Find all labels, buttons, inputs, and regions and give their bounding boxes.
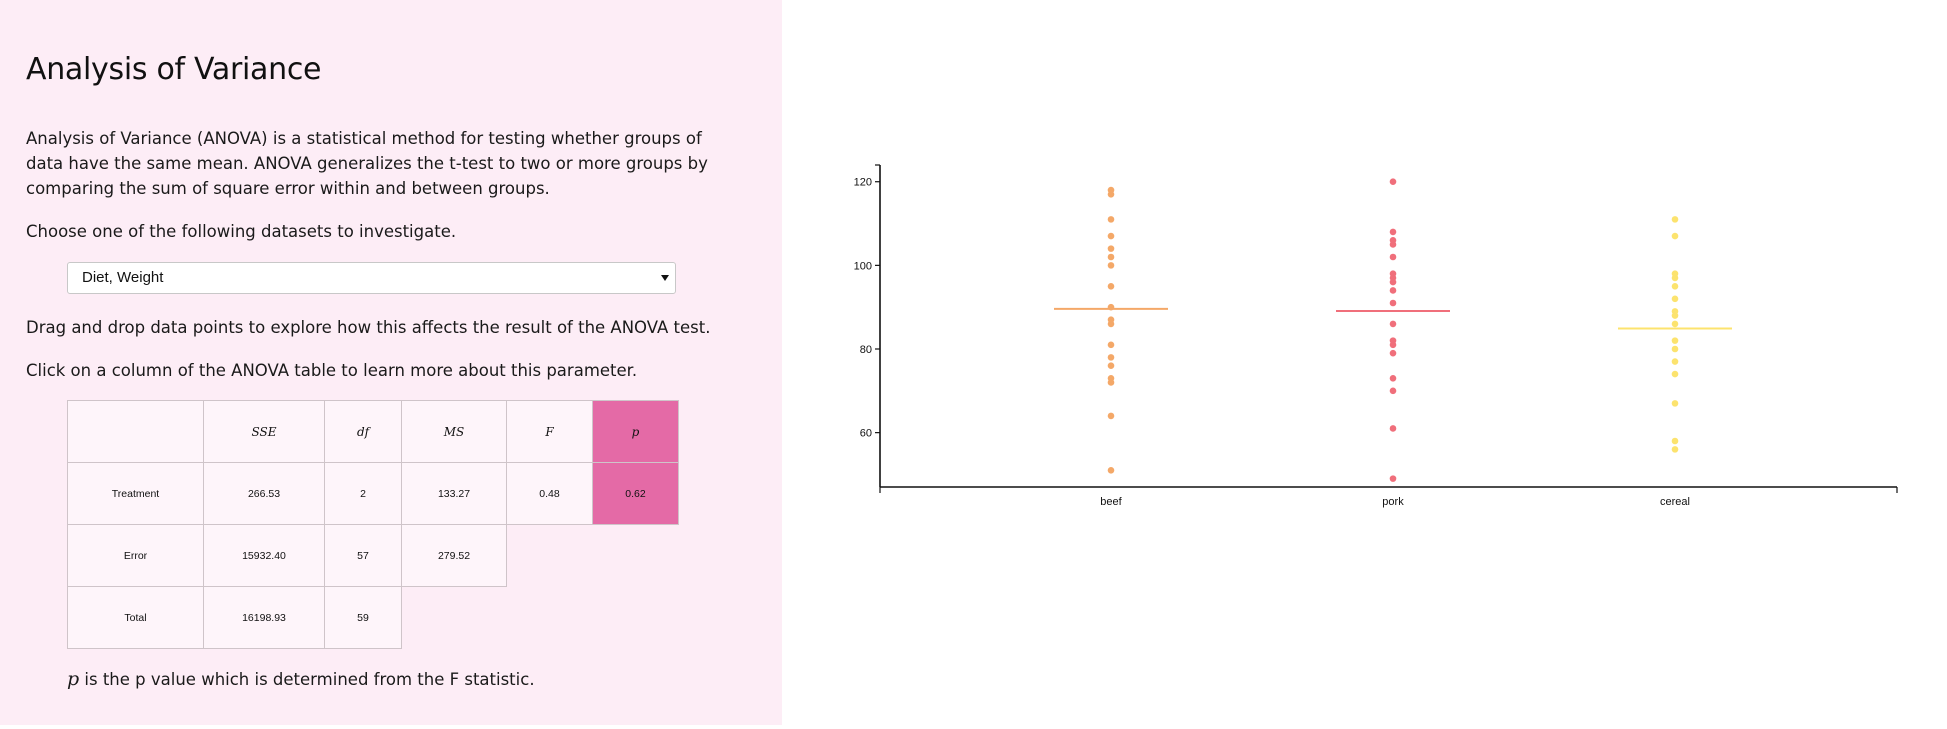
data-point-beef[interactable]	[1107, 362, 1115, 370]
data-points	[1107, 178, 1679, 482]
choose-instruction: Choose one of the following datasets to …	[26, 222, 457, 241]
data-point-beef[interactable]	[1107, 320, 1115, 328]
table-row: Treatment 266.53 2 133.27 0.48 0.62	[67, 462, 679, 525]
data-point-beef[interactable]	[1107, 466, 1115, 474]
data-point-pork[interactable]	[1389, 387, 1397, 395]
chevron-down-icon	[661, 275, 669, 281]
treatment-p-cell[interactable]: 0.62	[592, 462, 679, 525]
table-row: Error 15932.40 57 279.52	[67, 524, 679, 587]
column-header-ms[interactable]: MS	[401, 400, 507, 463]
p-value-footnote: p is the p value which is determined fro…	[67, 668, 535, 690]
data-point-cereal[interactable]	[1671, 274, 1679, 282]
treatment-ms-cell[interactable]: 133.27	[401, 462, 507, 525]
treatment-sse-cell[interactable]: 266.53	[203, 462, 325, 525]
dot-plot-chart: 60 80 100 120 beef pork cereal	[854, 164, 1898, 508]
data-point-beef[interactable]	[1107, 282, 1115, 290]
data-point-cereal[interactable]	[1671, 437, 1679, 445]
data-point-beef[interactable]	[1107, 262, 1115, 269]
empty-cell	[593, 587, 679, 649]
data-point-cereal[interactable]	[1671, 295, 1679, 303]
data-point-beef[interactable]	[1107, 232, 1115, 240]
data-point-pork[interactable]	[1389, 228, 1397, 236]
y-tick-label: 100	[854, 260, 872, 272]
header-corner	[67, 400, 204, 463]
data-point-cereal[interactable]	[1671, 337, 1679, 344]
dataset-select-value: Diet, Weight	[82, 269, 164, 286]
intro-paragraph: Analysis of Variance (ANOVA) is a statis…	[26, 129, 708, 198]
data-point-pork[interactable]	[1389, 178, 1397, 186]
empty-cell	[507, 525, 593, 587]
anova-table: SSE df MS F p Treatment 266.53 2 133.27 …	[67, 400, 679, 649]
page-title: Analysis of Variance	[26, 52, 322, 87]
data-point-beef[interactable]	[1107, 354, 1115, 361]
column-header-df[interactable]: df	[324, 400, 402, 463]
data-point-pork[interactable]	[1389, 341, 1397, 349]
error-ms-cell[interactable]: 279.52	[401, 524, 507, 587]
data-point-pork[interactable]	[1389, 425, 1397, 432]
data-point-cereal[interactable]	[1671, 320, 1679, 328]
column-header-sse[interactable]: SSE	[203, 400, 325, 463]
dataset-select[interactable]: Diet, Weight	[67, 262, 676, 294]
data-point-beef[interactable]	[1107, 216, 1115, 223]
x-tick-label-beef: beef	[1100, 496, 1122, 508]
data-point-beef[interactable]	[1107, 379, 1115, 386]
data-point-beef[interactable]	[1107, 190, 1115, 198]
data-point-beef[interactable]	[1107, 341, 1115, 349]
y-tick-label: 60	[860, 428, 872, 440]
x-tick-label-cereal: cereal	[1660, 496, 1690, 508]
empty-cell	[402, 587, 507, 649]
column-header-p[interactable]: p	[592, 400, 679, 463]
drag-instruction: Drag and drop data points to explore how…	[26, 318, 711, 337]
data-point-cereal[interactable]	[1671, 370, 1679, 378]
data-point-pork[interactable]	[1389, 475, 1397, 482]
data-point-cereal[interactable]	[1671, 446, 1679, 453]
treatment-df-cell[interactable]: 2	[324, 462, 402, 525]
data-point-cereal[interactable]	[1671, 312, 1679, 319]
empty-cell	[593, 525, 679, 587]
y-tick-label: 120	[854, 177, 872, 189]
column-header-f[interactable]: F	[506, 400, 593, 463]
data-point-cereal[interactable]	[1671, 232, 1679, 240]
chart-axes: 60 80 100 120 beef pork cereal	[854, 164, 1898, 508]
footnote-text: is the p value which is determined from …	[79, 670, 535, 689]
data-point-pork[interactable]	[1389, 349, 1397, 357]
treatment-f-cell[interactable]: 0.48	[506, 462, 593, 525]
data-point-pork[interactable]	[1389, 287, 1397, 294]
data-point-beef[interactable]	[1107, 303, 1115, 311]
data-point-pork[interactable]	[1389, 299, 1397, 307]
data-point-beef[interactable]	[1107, 412, 1115, 420]
left-panel: Analysis of Variance Analysis of Varianc…	[0, 0, 782, 725]
data-point-pork[interactable]	[1389, 320, 1397, 328]
data-point-cereal[interactable]	[1671, 345, 1679, 353]
data-point-pork[interactable]	[1389, 374, 1397, 382]
y-tick-label: 80	[860, 344, 872, 356]
data-point-cereal[interactable]	[1671, 216, 1679, 223]
data-point-cereal[interactable]	[1671, 358, 1679, 365]
table-header-row: SSE df MS F p	[67, 400, 679, 463]
p-symbol: p	[67, 668, 80, 690]
row-label-total: Total	[67, 586, 204, 649]
data-point-beef[interactable]	[1107, 245, 1115, 252]
data-point-pork[interactable]	[1389, 241, 1397, 248]
data-point-pork[interactable]	[1389, 278, 1397, 286]
x-tick-label-pork: pork	[1382, 496, 1404, 508]
row-label-error: Error	[67, 524, 204, 587]
table-row: Total 16198.93 59	[67, 586, 679, 649]
click-instruction: Click on a column of the ANOVA table to …	[26, 361, 638, 380]
error-df-cell[interactable]: 57	[324, 524, 402, 587]
chart-panel: 60 80 100 120 beef pork cereal	[782, 0, 1947, 725]
empty-cell	[507, 587, 593, 649]
row-label-treatment: Treatment	[67, 462, 204, 525]
error-sse-cell[interactable]: 15932.40	[203, 524, 325, 587]
data-point-cereal[interactable]	[1671, 282, 1679, 290]
data-point-cereal[interactable]	[1671, 400, 1679, 407]
data-point-pork[interactable]	[1389, 253, 1397, 261]
total-df-cell[interactable]: 59	[324, 586, 402, 649]
data-point-beef[interactable]	[1107, 253, 1115, 261]
total-sse-cell[interactable]: 16198.93	[203, 586, 325, 649]
